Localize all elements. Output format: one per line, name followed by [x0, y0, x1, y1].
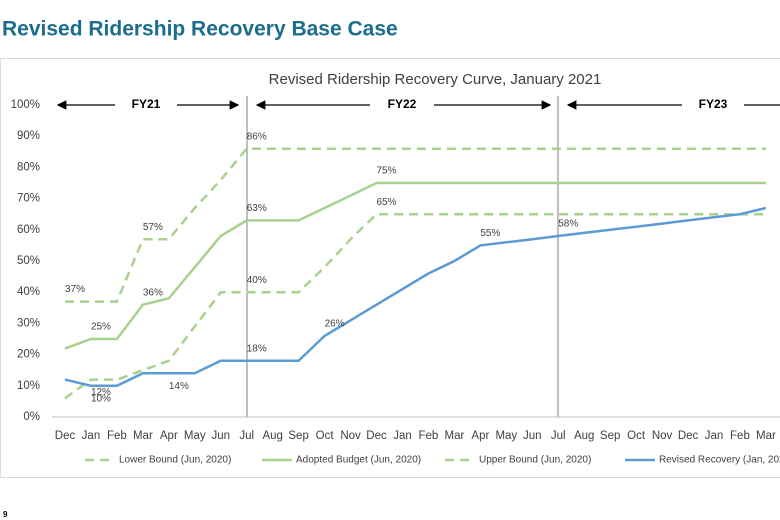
x-tick-label: Dec — [678, 430, 699, 442]
x-tick-label: Jun — [523, 430, 542, 442]
data-label: 58% — [558, 219, 578, 230]
y-tick-label: 90% — [17, 130, 40, 142]
x-tick-label: Jul — [551, 430, 566, 442]
data-label: 55% — [480, 228, 500, 239]
data-label: 36% — [143, 287, 163, 298]
data-label: 26% — [325, 319, 345, 330]
y-tick-label: 70% — [17, 193, 40, 205]
x-tick-label: Dec — [55, 430, 76, 442]
x-tick-label: May — [184, 430, 206, 442]
x-tick-label: Feb — [730, 430, 750, 442]
y-tick-label: 60% — [17, 224, 40, 236]
fy-label: FY21 — [132, 97, 161, 111]
series-line — [65, 147, 766, 303]
data-label: 10% — [91, 393, 111, 404]
data-label: 14% — [169, 381, 189, 392]
x-tick-label: Aug — [574, 430, 594, 442]
legend-label: Upper Bound (Jun, 2020) — [479, 455, 591, 466]
data-label: 63% — [247, 203, 267, 214]
y-tick-label: 40% — [17, 286, 40, 298]
x-tick-label: Apr — [160, 430, 178, 442]
legend-label: Lower Bound (Jun, 2020) — [119, 455, 231, 466]
x-tick-label: Feb — [419, 430, 439, 442]
x-tick-label: Dec — [366, 430, 387, 442]
x-tick-label: Oct — [627, 430, 646, 442]
chart-title: Revised Ridership Recovery Curve, Januar… — [269, 71, 602, 88]
series-line — [64, 212, 766, 400]
x-tick-label: Mar — [756, 430, 776, 442]
chart-frame — [0, 58, 780, 478]
slide-title: Revised Ridership Recovery Base Case — [2, 18, 398, 41]
data-label: 75% — [377, 166, 397, 177]
x-tick-label: Jan — [705, 430, 724, 442]
data-label: 40% — [247, 275, 267, 286]
page-number: 9 — [3, 510, 8, 519]
y-tick-label: 100% — [11, 99, 40, 111]
data-label: 65% — [377, 197, 397, 208]
x-tick-label: Jan — [82, 430, 101, 442]
x-tick-label: Apr — [471, 430, 489, 442]
y-tick-label: 0% — [23, 411, 40, 423]
x-tick-label: Nov — [652, 430, 673, 442]
y-tick-label: 30% — [17, 317, 40, 329]
series-line — [64, 181, 766, 350]
x-tick-label: Mar — [133, 430, 153, 442]
x-tick-label: Sep — [600, 430, 620, 442]
fy-label: FY22 — [388, 97, 417, 111]
data-label: 12% — [91, 387, 111, 398]
y-tick-label: 80% — [17, 161, 40, 173]
fy-label: FY23 — [699, 97, 728, 111]
x-tick-label: May — [495, 430, 517, 442]
x-tick-label: Sep — [288, 430, 308, 442]
data-label: 57% — [143, 222, 163, 233]
data-label: 37% — [65, 284, 85, 295]
y-tick-label: 50% — [17, 255, 40, 267]
x-tick-label: Oct — [316, 430, 335, 442]
x-tick-label: Mar — [444, 430, 464, 442]
data-label: 25% — [91, 322, 111, 333]
x-tick-label: Nov — [340, 430, 361, 442]
legend-label: Revised Recovery (Jan, 2021) — [659, 455, 780, 466]
x-tick-label: Jan — [393, 430, 412, 442]
data-label: 18% — [247, 343, 267, 354]
y-tick-label: 20% — [17, 349, 40, 361]
x-tick-label: Feb — [107, 430, 127, 442]
data-label: 86% — [247, 131, 267, 142]
x-tick-label: Aug — [262, 430, 282, 442]
x-tick-label: Jun — [211, 430, 230, 442]
series-line — [64, 206, 767, 388]
x-tick-label: Jul — [239, 430, 254, 442]
y-tick-label: 10% — [17, 380, 40, 392]
legend-label: Adopted Budget (Jun, 2020) — [296, 455, 421, 466]
